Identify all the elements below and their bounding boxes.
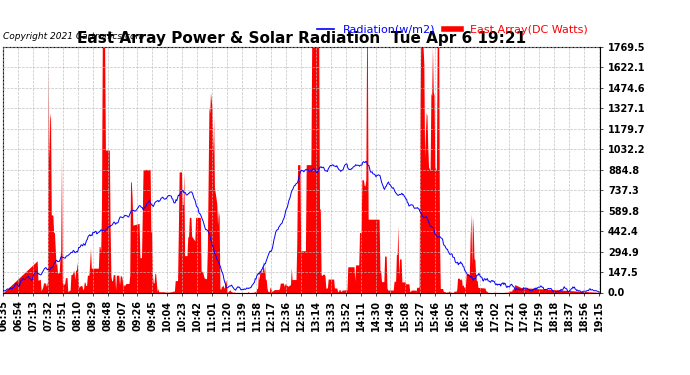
Title: East Array Power & Solar Radiation  Tue Apr 6 19:21: East Array Power & Solar Radiation Tue A… — [77, 31, 526, 46]
Legend: Radiation(w/m2), East Array(DC Watts): Radiation(w/m2), East Array(DC Watts) — [313, 21, 592, 39]
Text: Copyright 2021 Cartronics.com: Copyright 2021 Cartronics.com — [3, 32, 145, 41]
